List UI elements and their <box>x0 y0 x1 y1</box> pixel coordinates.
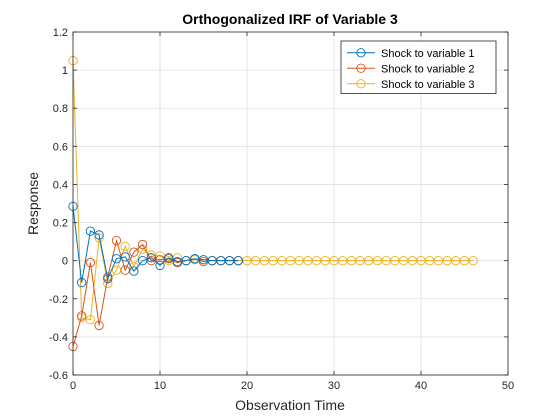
y-tick-label: -0.4 <box>49 332 68 344</box>
x-tick-label: 20 <box>241 380 253 392</box>
legend-swatch-marker <box>356 79 366 89</box>
y-tick-label: -0.2 <box>49 294 68 306</box>
series-3-point <box>120 241 130 252</box>
y-axis-label: Response <box>25 172 41 235</box>
legend-item-2: Shock to variable 2 <box>347 63 475 75</box>
x-tick-label: 40 <box>415 380 427 392</box>
chart-title: Orthogonalized IRF of Variable 3 <box>182 11 398 27</box>
y-tick-label: 0.6 <box>53 141 68 153</box>
legend-item-1: Shock to variable 1 <box>347 48 475 60</box>
legend-swatch-marker <box>356 48 366 58</box>
legend: Shock to variable 1 Shock to variable 2 Sh… <box>340 40 497 94</box>
series-3-point <box>468 256 478 266</box>
legend-label: Shock to variable 3 <box>381 79 475 91</box>
series-2-point <box>94 320 104 331</box>
series-2-point <box>129 247 139 257</box>
series-2-point <box>137 239 148 250</box>
series-3-point <box>94 233 104 243</box>
series-1 <box>68 201 243 288</box>
series-2-point <box>85 257 96 268</box>
series-2-point <box>111 236 122 246</box>
series-3-line <box>72 60 474 321</box>
series-2-point <box>77 311 87 321</box>
y-tick-label: -0.6 <box>49 370 68 382</box>
series-3-point <box>85 315 96 325</box>
y-tick-label: 1 <box>62 65 68 77</box>
series-1-point <box>164 253 174 263</box>
series-1-point <box>137 256 148 266</box>
series-1-point <box>111 254 122 264</box>
legend-item-3: Shock to variable 3 <box>347 79 475 91</box>
legend-swatch-marker <box>356 63 366 73</box>
series-1-point <box>94 230 104 240</box>
series-1-point <box>181 256 191 266</box>
y-tick-label: 0.8 <box>53 103 68 115</box>
series-1-point <box>103 274 113 284</box>
legend-label: Shock to variable 1 <box>381 48 475 60</box>
x-tick-label: 10 <box>154 380 166 392</box>
plot-frame <box>72 31 509 376</box>
y-tick-label: 0 <box>62 256 68 268</box>
series-1-point <box>120 252 130 262</box>
legend-box <box>340 40 497 94</box>
x-tick-label: 30 <box>328 380 340 392</box>
series-1-point <box>129 266 139 276</box>
x-tick-label: 0 <box>70 380 76 392</box>
y-tick-label: 1.2 <box>53 27 68 39</box>
x-axis-label: Observation Time <box>235 397 345 413</box>
series-1-point <box>146 253 156 263</box>
axis-ticks: 0 10 20 30 40 50 -0.6 -0.4 -0.2 0 0.2 0.4 0.6 0.8 1 1.2 <box>49 27 514 392</box>
series-1-point <box>85 226 96 236</box>
series-1-point <box>77 277 87 288</box>
x-tick-label: 50 <box>502 380 514 392</box>
series-layer <box>68 55 478 352</box>
series-1-point <box>233 256 243 266</box>
series-1-line <box>72 206 239 283</box>
y-tick-label: 0.2 <box>53 218 68 230</box>
series-1-point <box>155 260 165 271</box>
y-tick-label: 0.4 <box>53 179 68 191</box>
legend-label: Shock to variable 2 <box>381 63 475 75</box>
